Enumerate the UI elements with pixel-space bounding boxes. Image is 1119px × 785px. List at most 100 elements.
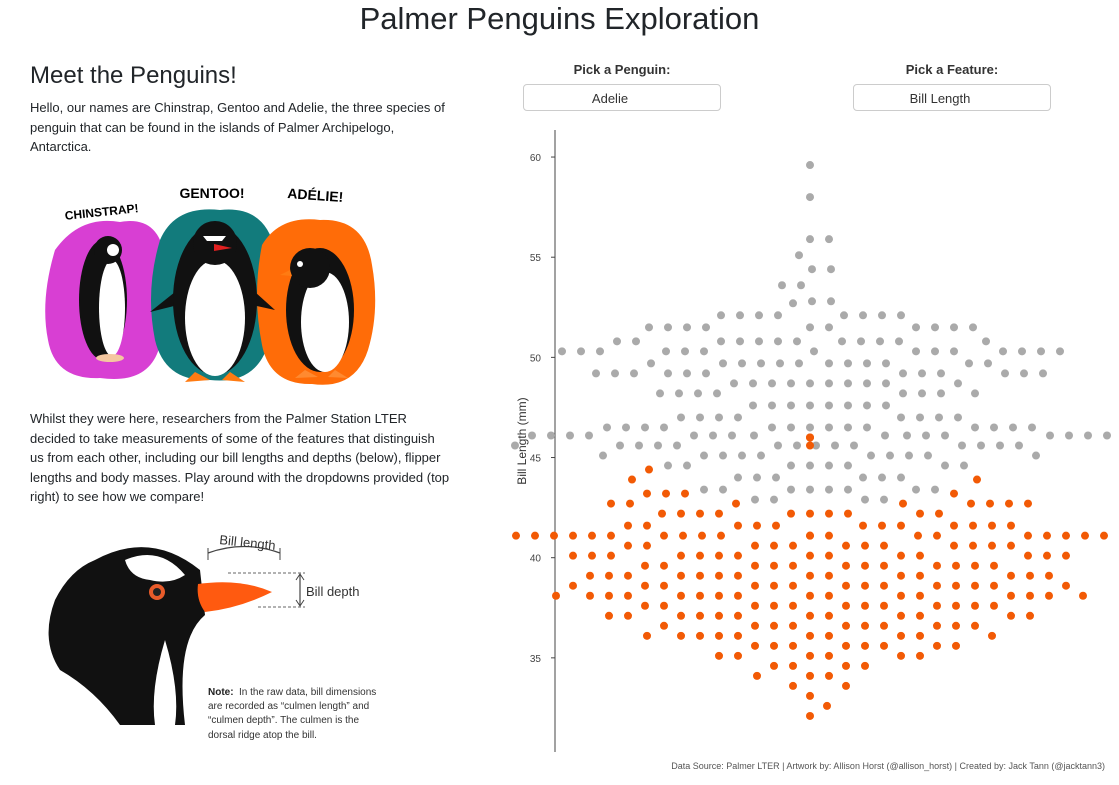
data-point: [863, 423, 871, 432]
data-point: [770, 601, 778, 610]
data-point: [897, 311, 905, 320]
data-point: [842, 621, 850, 630]
data-point: [736, 311, 744, 320]
data-point: [683, 461, 691, 470]
data-point: [952, 641, 960, 650]
data-point: [751, 601, 759, 610]
data-point: [844, 461, 852, 470]
data-point: [734, 551, 742, 560]
data-point: [715, 509, 723, 518]
data-point: [664, 323, 672, 332]
data-point: [700, 347, 708, 356]
data-point: [806, 461, 814, 470]
data-point: [734, 631, 742, 640]
data-point: [789, 641, 797, 650]
data-point: [895, 337, 903, 346]
data-point: [715, 651, 723, 660]
data-point: [770, 581, 778, 590]
data-point: [1046, 431, 1054, 440]
data-point: [881, 431, 889, 440]
data-point: [971, 621, 979, 630]
data-point: [950, 323, 958, 332]
data-point: [789, 601, 797, 610]
data-point: [903, 431, 911, 440]
data-point: [1024, 531, 1032, 540]
data-point: [878, 521, 886, 530]
data-point: [607, 499, 615, 508]
data-point: [897, 631, 905, 640]
y-tick-label: 60: [530, 153, 542, 164]
data-point: [770, 621, 778, 630]
data-point: [806, 551, 814, 560]
data-point: [770, 495, 778, 504]
data-point: [656, 389, 664, 398]
data-point: [1056, 347, 1064, 356]
page-title: Palmer Penguins Exploration: [359, 1, 760, 36]
data-point: [700, 451, 708, 460]
data-point: [825, 401, 833, 410]
data-point: [912, 347, 920, 356]
data-point: [751, 561, 759, 570]
data-point: [886, 451, 894, 460]
data-point: [643, 631, 651, 640]
data-point: [770, 641, 778, 650]
data-point: [1020, 369, 1028, 378]
data-point: [1001, 369, 1009, 378]
data-point: [677, 591, 685, 600]
data-point: [897, 571, 905, 580]
data-point: [971, 561, 979, 570]
data-point: [662, 347, 670, 356]
data-point: [681, 489, 689, 498]
data-point: [643, 521, 651, 530]
data-point: [844, 509, 852, 518]
data-point: [1007, 611, 1015, 620]
data-point: [751, 621, 759, 630]
data-point: [700, 485, 708, 494]
data-point: [626, 499, 634, 508]
data-point: [842, 581, 850, 590]
data-point: [770, 541, 778, 550]
dropdown-value: Bill Length: [909, 91, 971, 106]
data-point: [677, 509, 685, 518]
data-point: [897, 473, 905, 482]
data-point: [622, 423, 630, 432]
data-point: [916, 591, 924, 600]
data-point: [969, 323, 977, 332]
data-point: [751, 641, 759, 650]
data-point: [768, 379, 776, 388]
data-point: [840, 311, 848, 320]
data-point: [933, 601, 941, 610]
data-point: [641, 423, 649, 432]
data-point: [825, 551, 833, 560]
bill-depth-label: Bill depth: [306, 584, 359, 599]
data-point: [605, 591, 613, 600]
feature-dropdown[interactable]: Bill Length: [853, 84, 1051, 111]
data-point: [715, 571, 723, 580]
data-point: [969, 541, 977, 550]
data-point: [806, 509, 814, 518]
data-point: [715, 611, 723, 620]
data-point: [967, 499, 975, 508]
data-point: [935, 509, 943, 518]
data-point: [734, 413, 742, 422]
dropdown-label: Pick a Feature:: [905, 62, 999, 77]
data-point: [635, 441, 643, 450]
data-point: [664, 369, 672, 378]
penguin-dropdown[interactable]: Adelie: [523, 84, 721, 111]
data-point: [702, 369, 710, 378]
data-point: [935, 413, 943, 422]
data-point: [717, 337, 725, 346]
data-point: [1024, 551, 1032, 560]
data-point: [717, 311, 725, 320]
data-point: [1015, 441, 1023, 450]
data-point: [1062, 531, 1070, 540]
data-point: [588, 551, 596, 560]
data-point: [645, 465, 653, 474]
data-point: [774, 337, 782, 346]
data-point: [897, 521, 905, 530]
data-point: [630, 369, 638, 378]
data-point: [566, 431, 574, 440]
data-point: [778, 281, 786, 290]
data-point: [531, 531, 539, 540]
data-point: [616, 441, 624, 450]
